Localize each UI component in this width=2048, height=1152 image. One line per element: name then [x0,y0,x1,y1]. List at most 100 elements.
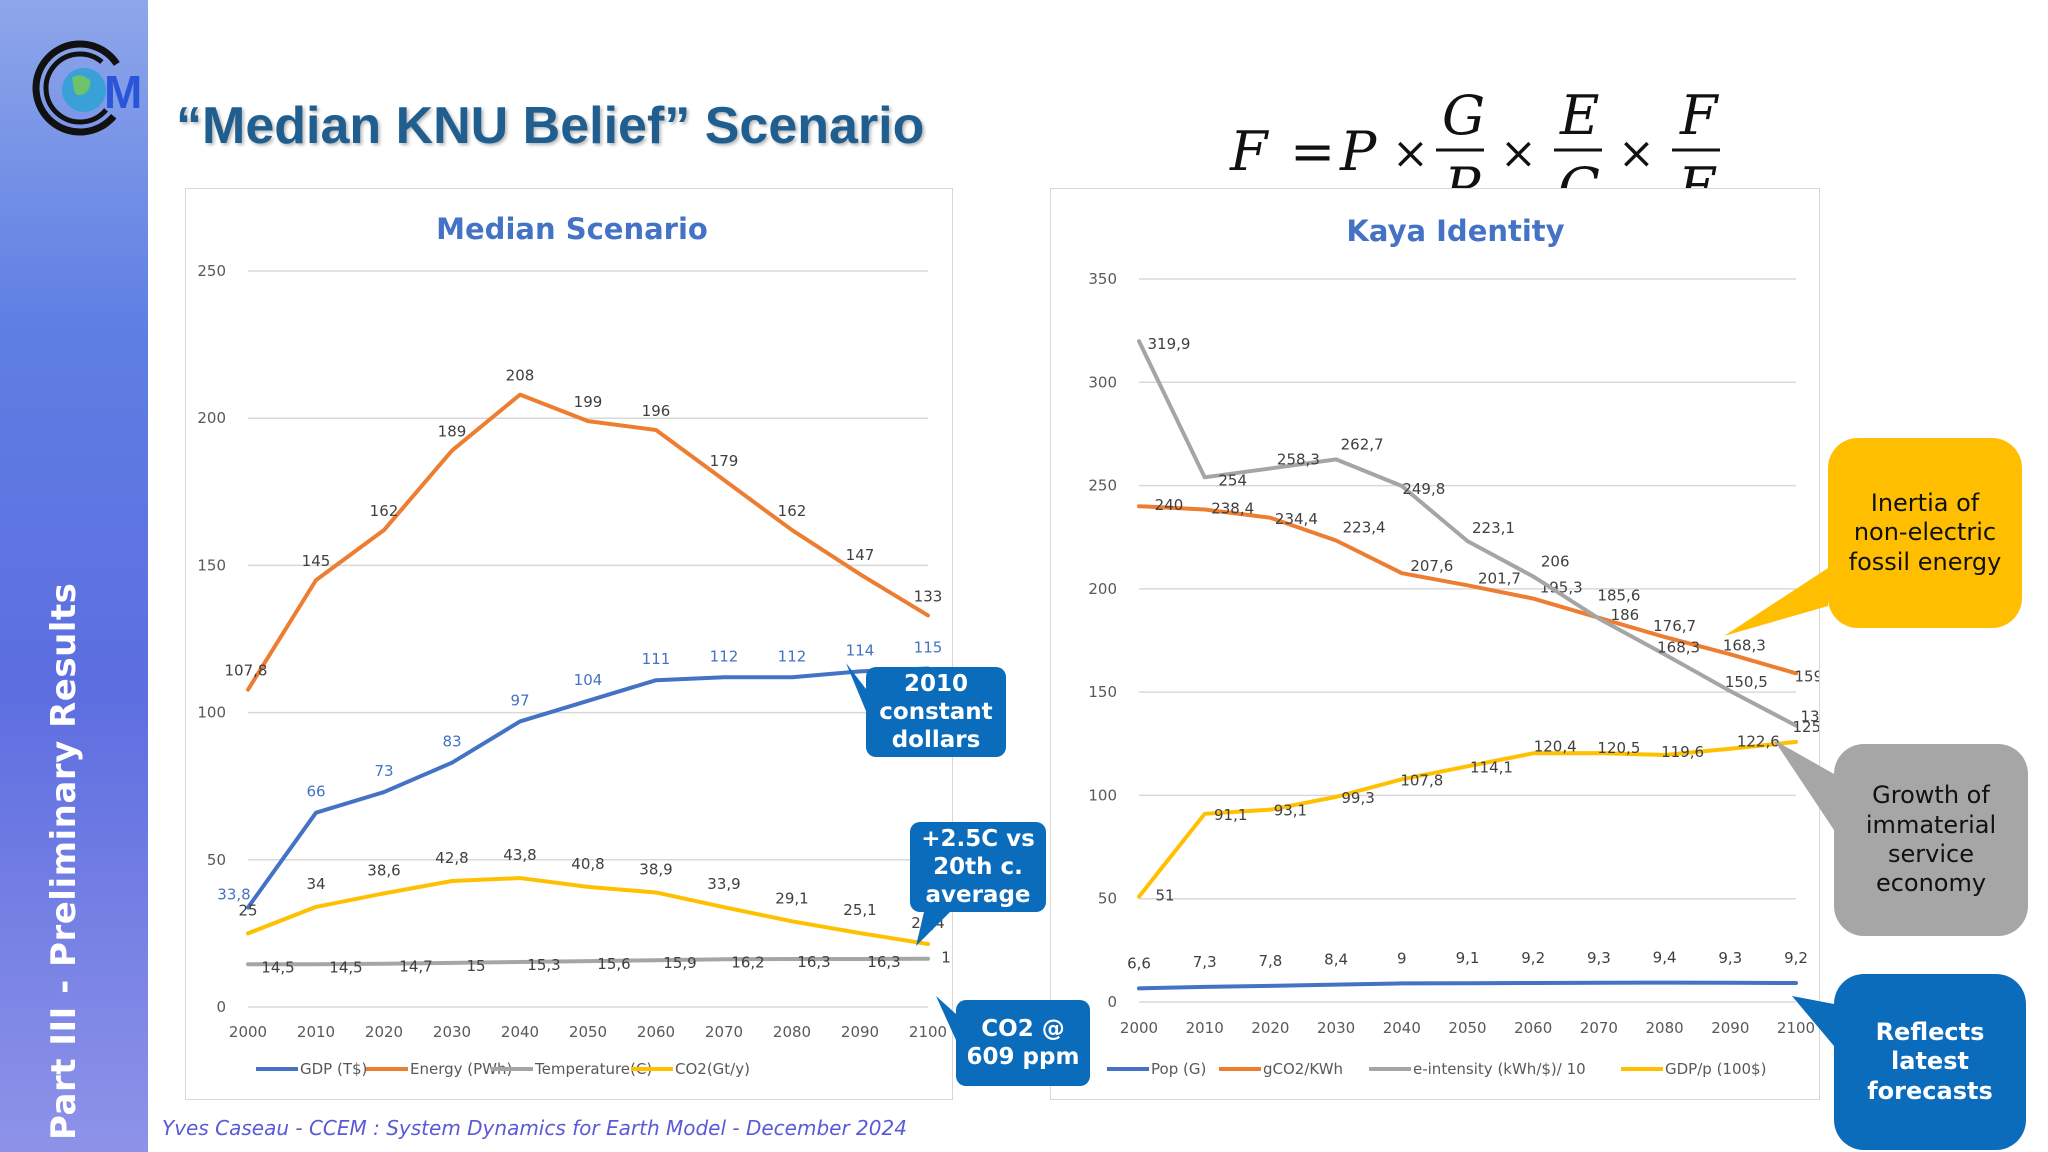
ccem-logo: M [32,40,140,136]
y-tick-label: 250 [197,262,226,280]
callout-text: Growth of immaterial service economy [1834,744,2028,936]
data-label: 262,7 [1341,435,1384,453]
callout-line: average [925,882,1031,909]
growth-callout: Growth of immaterial service economy [1774,740,2028,936]
chart-title: Kaya Identity [1346,214,1564,248]
x-tick-label: 2100 [1777,1019,1815,1037]
section-label: Part III - Preliminary Results [44,582,84,1140]
callout-shape [866,667,1006,757]
callout-text: 2010 constant dollars [866,667,1006,757]
callout-pointer [1774,740,1834,830]
series-line [1137,739,1798,899]
callout-text: Reflects latest forecasts [1834,974,2026,1150]
data-label: 107,8 [225,662,268,680]
data-label: 15 [466,957,485,975]
callout-pointer [846,663,866,711]
data-label: 9 [1397,949,1407,967]
data-label: 9,2 [1784,949,1808,967]
data-label: 112 [778,647,807,665]
series-line [1137,980,1798,991]
data-label: 38,6 [367,861,400,879]
callout-line: 20th c. [933,853,1023,880]
callout-line: Inertia of [1870,489,1980,518]
callout-line: fossil energy [1848,547,2002,576]
data-label: 133 [914,587,943,605]
data-label: 43,8 [503,846,536,864]
callout-pointer [916,912,950,946]
data-label: 119,6 [1661,743,1704,761]
x-tick-label: 2020 [365,1023,403,1041]
x-tick-label: 2010 [1186,1019,1224,1037]
data-label: 201,7 [1478,569,1521,587]
x-tick-label: 2000 [229,1023,267,1041]
temperature-callout: +2.5C vs 20th c. average [910,822,1046,946]
svg-text:G: G [1442,88,1485,147]
callout-line: constant [879,698,993,725]
y-tick-label: 100 [1088,786,1117,804]
data-label: 9,4 [1653,949,1677,967]
data-label: 38,9 [639,860,672,878]
chart-title: Median Scenario [436,212,708,246]
x-tick-label: 2060 [1514,1019,1552,1037]
data-label: 145 [302,552,331,570]
legend-label: CO2(Gt/y) [675,1060,750,1078]
x-tick-label: 2090 [1711,1019,1749,1037]
callout-shape [1828,438,2022,628]
data-label: 176,7 [1653,617,1696,635]
data-label: 112 [710,647,739,665]
y-tick-label: 50 [1098,890,1117,908]
data-label: 195,3 [1540,579,1583,597]
svg-text:×: × [1500,128,1537,179]
callout-line: economy [1875,869,1987,898]
callout-line: Reflects [1875,1018,1985,1047]
data-label: 91,1 [1214,806,1247,824]
legend-label: e-intensity (kWh/$)/ 10 [1413,1060,1586,1078]
callout-shape [910,822,1046,912]
series-line [246,956,930,967]
y-tick-label: 250 [1088,477,1117,495]
svg-text:×: × [1618,128,1655,179]
data-label: 6,6 [1127,954,1151,972]
data-label: 207,6 [1410,557,1453,575]
data-label: 9,3 [1587,949,1611,967]
x-tick-label: 2070 [705,1023,743,1041]
data-label: 168,3 [1657,638,1700,656]
data-label: 199 [574,393,603,411]
data-label: 25,1 [843,901,876,919]
x-tick-label: 2030 [1317,1019,1355,1037]
data-label: 206 [1541,552,1570,570]
callout-line: Growth of [1872,781,1990,810]
data-label: 162 [370,502,399,520]
callout-pointer [936,996,956,1040]
x-tick-label: 2080 [1646,1019,1684,1037]
legend-label: gCO2/KWh [1263,1060,1343,1078]
x-tick-label: 2020 [1251,1019,1289,1037]
data-label: 223,4 [1343,519,1386,537]
data-label: 33,8 [217,885,250,903]
y-tick-label: 350 [1088,270,1117,288]
reflects-callout: Reflects latest forecasts [1792,974,2026,1150]
data-label: 189 [438,423,467,441]
constant-dollars-callout: 2010 constant dollars [846,663,1006,757]
y-tick-label: 200 [1088,580,1117,598]
kaya-identity-plot: Kaya Identity 0 50 100 150 200 250 300 350 2000 20… [1088,214,1819,1078]
series-line [246,392,930,692]
x-tick-label: 2090 [841,1023,879,1041]
callout-line: dollars [891,727,981,754]
data-label: 9,3 [1718,949,1742,967]
data-label: 15,9 [663,954,696,972]
data-label: 234,4 [1275,510,1318,528]
data-label: 185,6 [1597,587,1640,605]
data-label: 7,8 [1258,952,1282,970]
data-label: 15,3 [527,956,560,974]
data-label: 150,5 [1725,673,1768,691]
data-label: 16,2 [731,953,764,971]
data-label: 14,5 [329,958,362,976]
x-tick-label: 2000 [1120,1019,1158,1037]
data-label: 240 [1155,496,1184,514]
sidebar: Part III - Preliminary Results M [0,0,148,1152]
data-label: 97 [510,691,529,709]
callout-line: CO2 @ [981,1015,1065,1042]
data-label: 9,2 [1521,949,1545,967]
data-label: 107,8 [1400,771,1443,789]
